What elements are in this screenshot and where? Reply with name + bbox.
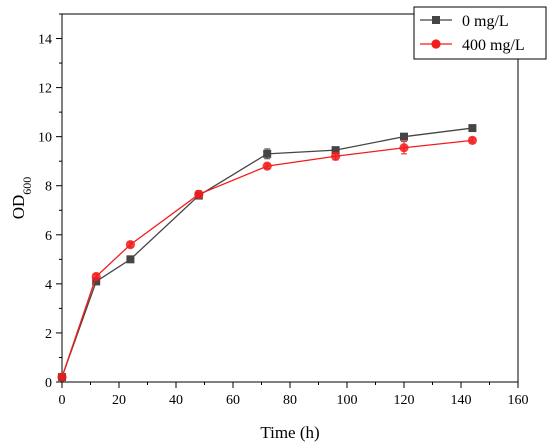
series-layer — [57, 124, 477, 382]
y-tick-label: 4 — [45, 278, 52, 293]
series-400mgl-point — [91, 271, 101, 282]
series-0mgl-point — [400, 132, 408, 141]
svg-text:OD600: OD600 — [9, 177, 34, 220]
x-axis-label: Time (h) — [260, 423, 319, 442]
plot-frame — [61, 13, 519, 383]
series-400mgl-point — [399, 143, 409, 153]
y-tick-label: 12 — [38, 82, 52, 97]
legend-box — [413, 6, 547, 60]
x-tick-label: 160 — [508, 393, 529, 408]
series-400mgl-line — [61, 139, 473, 378]
x-tick-label: 120 — [394, 393, 415, 408]
y-axis-title: OD600 — [9, 177, 34, 220]
x-tick-label: 100 — [337, 393, 358, 408]
series-0mgl-point — [331, 146, 340, 155]
series-400mgl-point — [331, 151, 341, 161]
x-tick-label: 80 — [283, 393, 297, 408]
series-400mgl-point — [125, 240, 135, 250]
series-400mgl-point — [467, 135, 477, 145]
x-tick-label: 140 — [451, 393, 472, 408]
y-tick-label: 0 — [45, 376, 52, 391]
y-axis-label-subscript: 600 — [20, 177, 34, 195]
axes: 0 20 40 60 80 100 120 140 160 0 2 4 6 8 10 12 14 — [38, 13, 529, 408]
series-400mgl-point — [262, 161, 272, 171]
y-tick-label: 2 — [45, 327, 52, 342]
series-0mgl-point — [126, 255, 135, 264]
legend-400mgl-label: 400 mg/L — [462, 37, 525, 54]
legend-0mgl-label: 0 mg/L — [462, 13, 509, 30]
y-tick-label: 10 — [38, 131, 52, 146]
series-400mgl-point — [194, 189, 204, 199]
x-tick-label: 20 — [112, 393, 126, 408]
legend-0mgl-marker — [432, 16, 440, 24]
x-tick-label: 0 — [59, 393, 66, 408]
series-0mgl-point — [263, 149, 272, 158]
x-tick-label: 60 — [226, 393, 240, 408]
x-tick-label: 40 — [169, 393, 183, 408]
series-400mgl-point — [57, 372, 67, 382]
y-axis-label: OD — [9, 195, 28, 220]
y-tick-label: 8 — [45, 180, 52, 195]
y-tick-label: 6 — [45, 229, 52, 244]
series-0mgl-point — [92, 277, 101, 286]
series-0mgl-point — [468, 124, 477, 133]
legend-400mgl-marker — [431, 39, 441, 49]
series-400mgl — [57, 135, 477, 382]
series-0mgl-line — [61, 127, 473, 378]
legend: 0 mg/L 400 mg/L — [413, 6, 547, 60]
y-tick-label: 14 — [38, 33, 52, 48]
